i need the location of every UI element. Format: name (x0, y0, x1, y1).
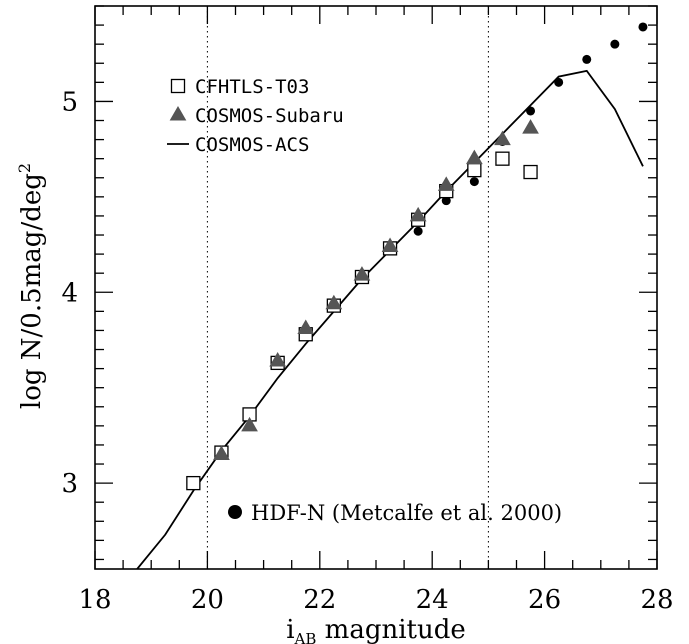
y-tick-label: 5 (61, 87, 78, 117)
filled-triangle-marker (213, 445, 230, 460)
filled-circle-marker (638, 22, 648, 32)
legend: CFHTLS-T03 COSMOS-Subaru COSMOS-ACS HDF-N (… (167, 76, 562, 525)
filled-triangle-marker (297, 319, 315, 335)
filled-circle-marker (469, 177, 479, 187)
filled-triangle-marker (465, 149, 483, 165)
y-axis-label-main: log N/0.5mag/deg (17, 173, 47, 409)
filled-triangle-marker (437, 176, 455, 191)
filled-triangle-marker (269, 351, 287, 367)
x-axis-label: iAB magnitude (286, 615, 466, 644)
filled-triangle-marker (169, 105, 187, 121)
x-axis-label-subscript: AB (294, 630, 317, 644)
filled-triangle-marker (494, 130, 511, 146)
x-tick-label: 26 (528, 585, 561, 615)
x-tick-label: 18 (78, 585, 111, 615)
filled-circle-marker (582, 54, 592, 64)
legend-label: COSMOS-Subaru (195, 105, 344, 127)
legend-label: HDF-N (Metcalfe et al. 2000) (251, 501, 562, 525)
filled-circle-marker (610, 39, 620, 49)
legend-label: CFHTLS-T03 (195, 76, 309, 98)
open-square-marker (523, 164, 538, 180)
filled-triangle-marker (522, 119, 539, 134)
y-tick-label: 4 (61, 278, 78, 308)
x-tick-label: 20 (191, 585, 224, 615)
filled-triangle-marker (241, 416, 258, 432)
filled-triangle-marker (325, 294, 343, 310)
x-tick-label: 22 (303, 585, 336, 615)
x-tick-label: 28 (640, 585, 673, 615)
y-axis-label: log N/0.5mag/deg2 (15, 163, 47, 409)
series-markers-group (186, 22, 648, 491)
dotted-lines (206, 6, 489, 569)
filled-circle-marker (441, 196, 451, 206)
x-axis-label-main: i (286, 615, 294, 644)
open-square-marker (467, 162, 482, 178)
tick-labels: 18 20 22 24 26 28 3 4 5 (61, 87, 673, 615)
ticks (94, 5, 658, 569)
filled-circle-marker (554, 77, 564, 87)
x-tick-label: 24 (416, 585, 449, 615)
legend-label: COSMOS-ACS (195, 134, 309, 156)
y-tick-label: 3 (61, 469, 78, 499)
filled-triangle-marker (381, 237, 399, 252)
filled-circle-marker (413, 226, 423, 236)
filled-triangle-marker (353, 266, 371, 281)
filled-circle-marker (526, 106, 536, 116)
open-square-marker (170, 78, 186, 94)
x-axis-label-rest: magnitude (316, 615, 465, 644)
open-square-marker (186, 475, 201, 491)
legend-filled-circle (228, 505, 242, 519)
filled-triangle-marker (409, 206, 427, 222)
y-axis-label-superscript: 2 (15, 163, 34, 173)
open-square-marker (495, 151, 510, 166)
